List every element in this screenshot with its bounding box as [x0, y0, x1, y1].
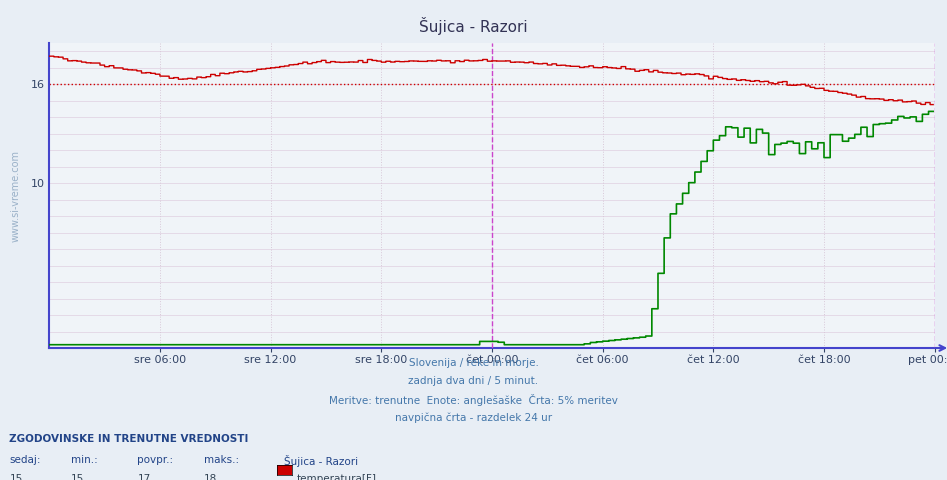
Text: 18: 18 — [204, 474, 217, 480]
Text: temperatura[F]: temperatura[F] — [296, 474, 376, 480]
Text: povpr.:: povpr.: — [137, 455, 173, 465]
Text: navpična črta - razdelek 24 ur: navpična črta - razdelek 24 ur — [395, 412, 552, 423]
Text: Meritve: trenutne  Enote: anglešaške  Črta: 5% meritev: Meritve: trenutne Enote: anglešaške Črta… — [329, 394, 618, 406]
Text: min.:: min.: — [71, 455, 98, 465]
Text: 17: 17 — [137, 474, 151, 480]
Text: zadnja dva dni / 5 minut.: zadnja dva dni / 5 minut. — [408, 376, 539, 386]
Text: ZGODOVINSKE IN TRENUTNE VREDNOSTI: ZGODOVINSKE IN TRENUTNE VREDNOSTI — [9, 434, 249, 444]
Text: Slovenija / reke in morje.: Slovenija / reke in morje. — [408, 358, 539, 368]
Text: Šujica - Razori: Šujica - Razori — [284, 455, 358, 467]
Text: sedaj:: sedaj: — [9, 455, 41, 465]
Text: 15: 15 — [9, 474, 23, 480]
Text: 15: 15 — [71, 474, 84, 480]
Text: maks.:: maks.: — [204, 455, 239, 465]
Text: Šujica - Razori: Šujica - Razori — [420, 17, 527, 35]
Text: www.si-vreme.com: www.si-vreme.com — [10, 150, 21, 241]
